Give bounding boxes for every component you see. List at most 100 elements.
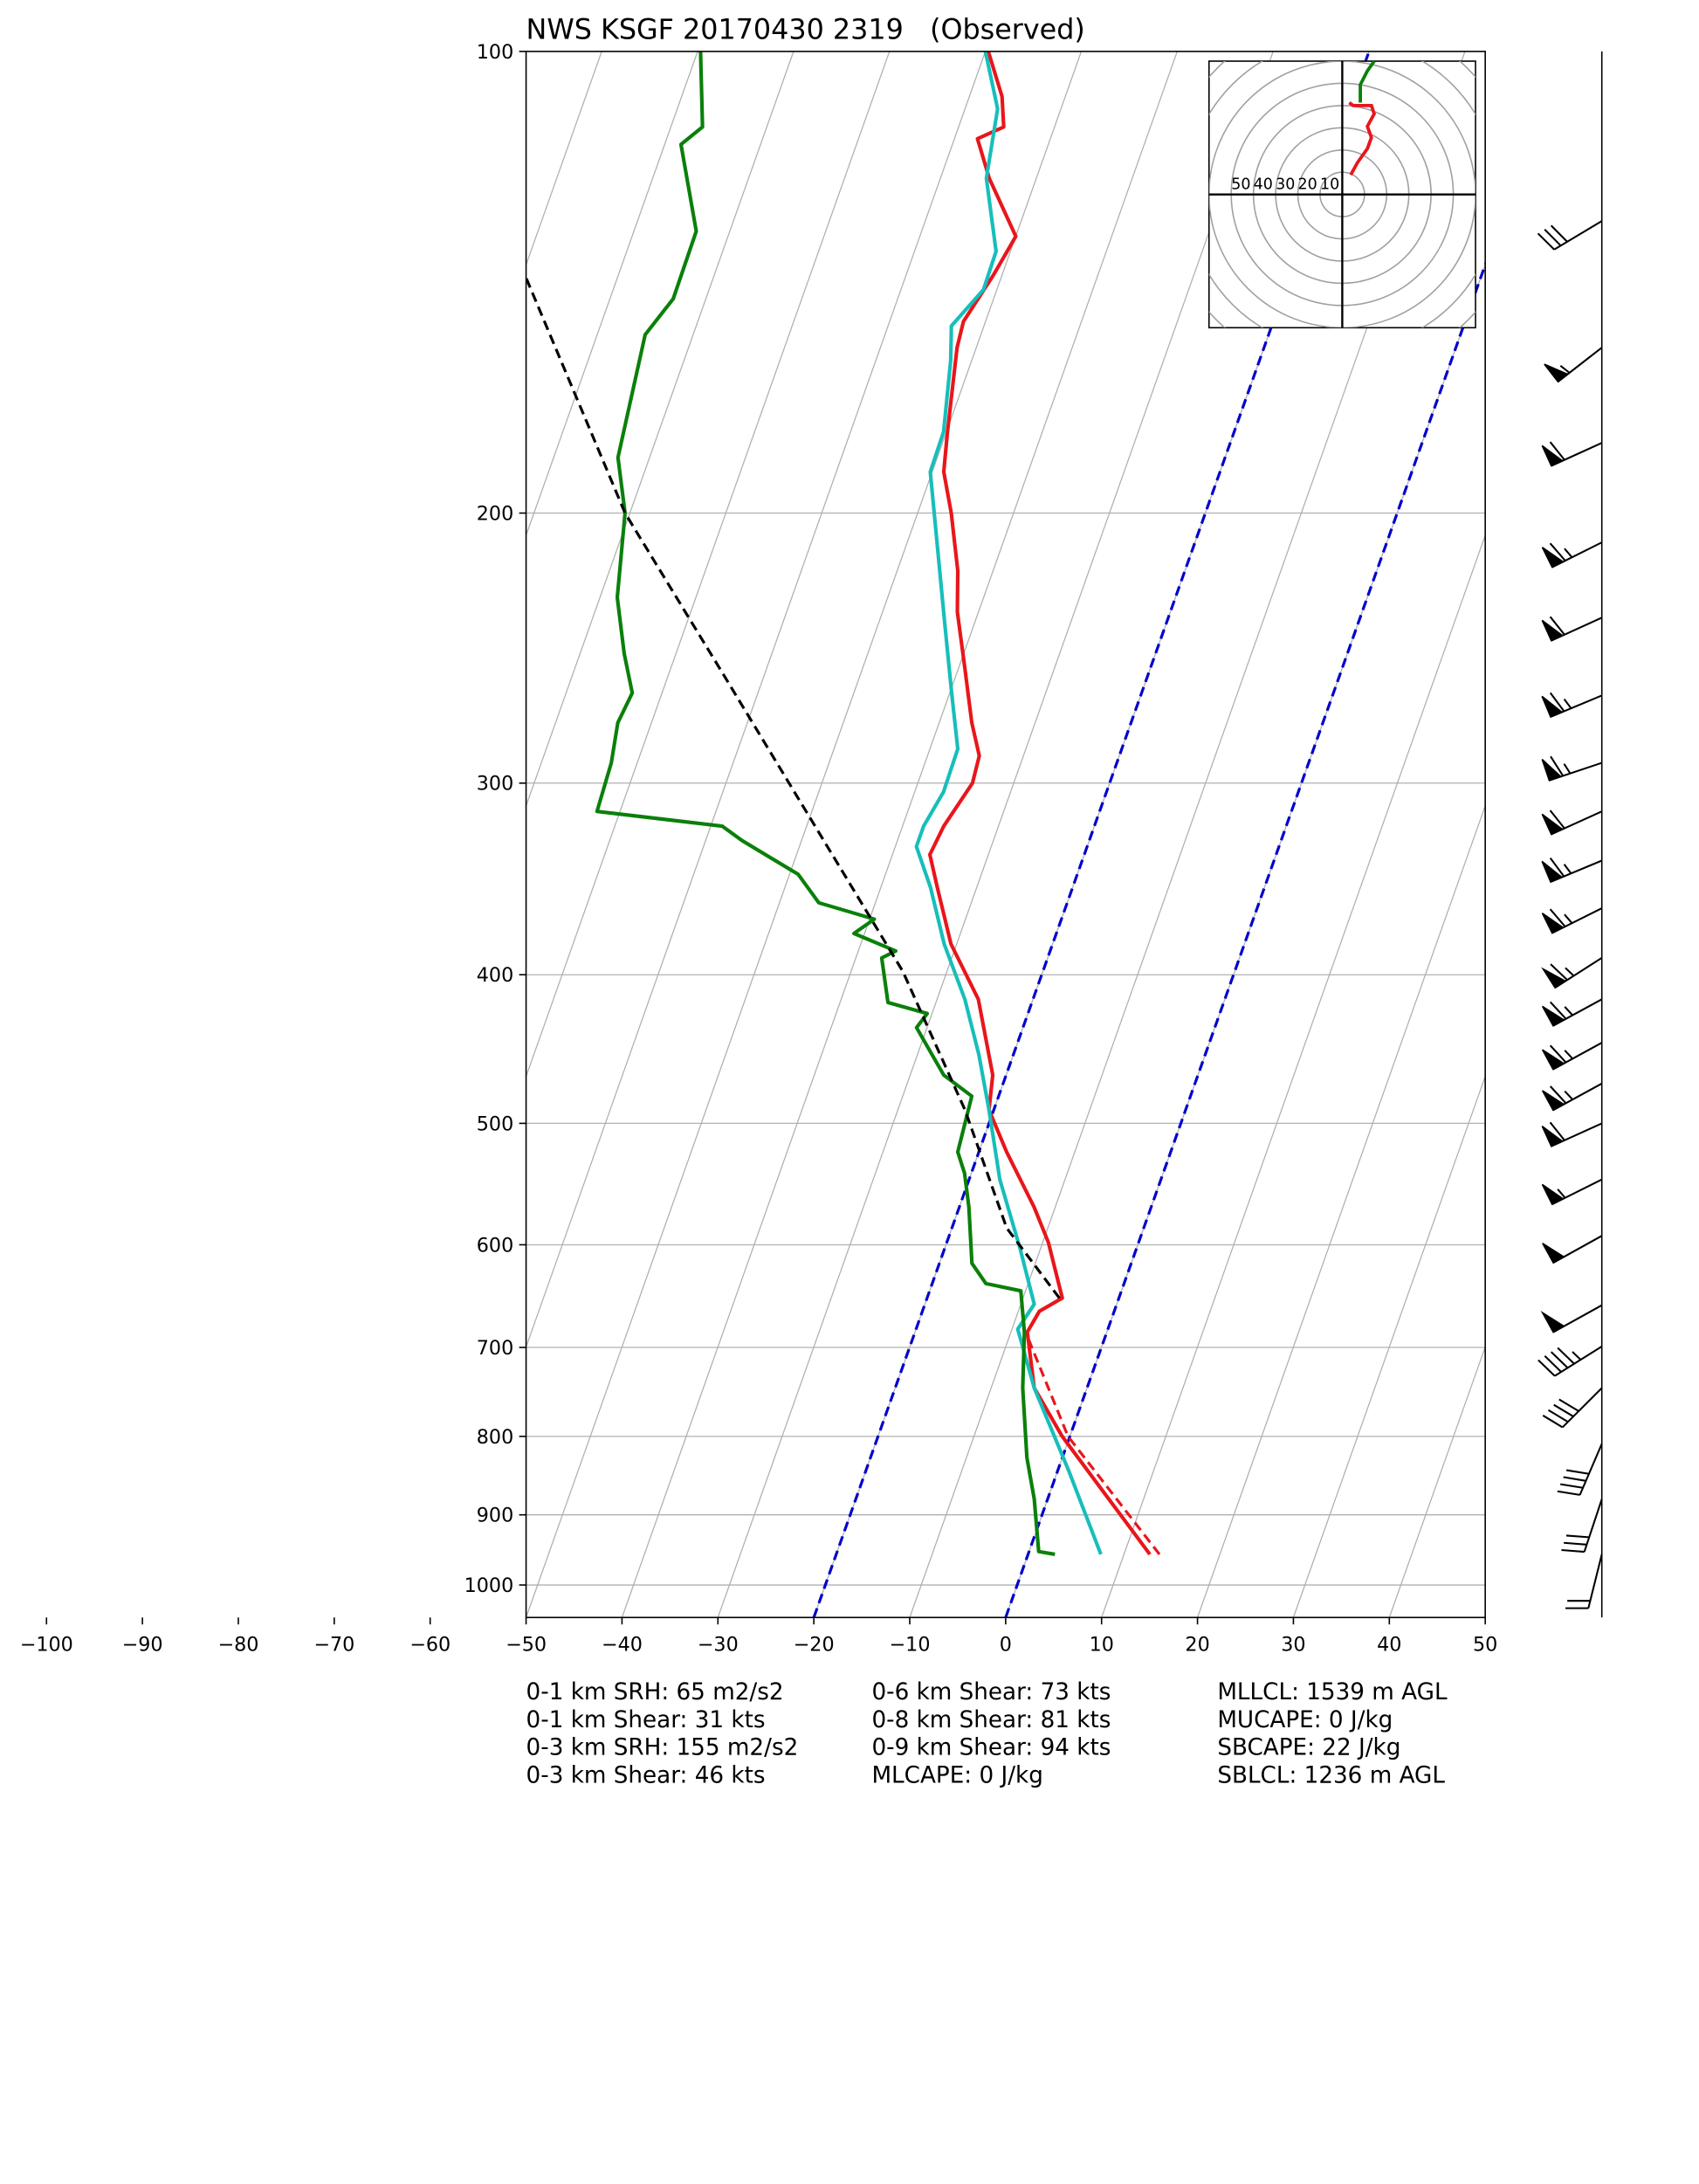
stat-text: 0-3 km SRH: 155 m2/s2 — [526, 1735, 799, 1761]
barb-flag — [1541, 547, 1565, 568]
barb-flag — [1541, 619, 1565, 642]
stat-text: 0-9 km Shear: 94 kts — [871, 1735, 1111, 1761]
x-tick-label: −90 — [122, 1633, 163, 1656]
wind-barb — [1542, 1387, 1603, 1429]
hodograph-labels: 50 40 30 20 10 — [1231, 176, 1339, 193]
isotherm — [1292, 1074, 1486, 1618]
y-tick-label: 900 — [477, 1505, 513, 1527]
y-tick-label: 300 — [477, 773, 513, 796]
chart-title: NWS KSGF 20170430 2319 (Observed) — [526, 14, 1085, 46]
stats: 0-1 km SRH: 65 m2/s20-1 km Shear: 31 kts… — [526, 1679, 1448, 1788]
stat-text: 0-8 km Shear: 81 kts — [871, 1707, 1111, 1733]
x-tick-label: 40 — [1377, 1633, 1401, 1656]
hodograph-ring-label: 20 — [1298, 176, 1317, 193]
stat-text: SBCAPE: 22 J/kg — [1217, 1735, 1400, 1761]
wind-barb — [1565, 1554, 1603, 1609]
x-tick-label: −40 — [602, 1633, 643, 1656]
y-tick-label: 400 — [477, 964, 513, 987]
y-tick-label: 700 — [477, 1337, 513, 1360]
y-tick-label: 500 — [477, 1113, 513, 1135]
isotherm — [526, 51, 698, 537]
wind-barbs — [1537, 220, 1603, 1609]
stat-text: MLLCL: 1539 m AGL — [1217, 1679, 1448, 1705]
barb-flag — [1541, 967, 1567, 989]
isotherm — [526, 51, 1083, 1618]
x-tick-label: −20 — [794, 1633, 835, 1656]
wind-barb — [1541, 857, 1603, 883]
barb-flag — [1541, 1049, 1565, 1071]
profile-line — [526, 274, 1061, 1299]
y-tick-label: 600 — [477, 1234, 513, 1257]
isotherm — [526, 51, 987, 1349]
wind-barb — [1541, 1082, 1603, 1112]
stat-text: 0-3 km Shear: 46 kts — [526, 1762, 766, 1788]
grid — [526, 51, 1486, 1618]
wind-barb — [1537, 220, 1603, 251]
barb-flag — [1544, 363, 1570, 383]
barb-staff — [1537, 1346, 1603, 1377]
isotherm — [717, 51, 1274, 1618]
x-tick-label: −80 — [217, 1633, 258, 1656]
y-tick-label: 200 — [477, 502, 513, 525]
x-tick-label: −50 — [506, 1633, 547, 1656]
stat-text: 0-6 km Shear: 73 kts — [871, 1679, 1111, 1705]
x-tick-label: 10 — [1090, 1633, 1114, 1656]
isotherm — [526, 51, 602, 267]
x-tick-label: 0 — [1000, 1633, 1012, 1656]
y-tick-label: 100 — [477, 41, 513, 64]
barb-flag — [1541, 695, 1564, 718]
x-tick-label: −70 — [313, 1633, 354, 1656]
hodograph-line — [1348, 100, 1377, 176]
hodograph-ring-label: 10 — [1320, 176, 1339, 193]
barb-flag — [1541, 1125, 1565, 1147]
barb-staff — [1557, 1443, 1603, 1496]
barb-staff — [1542, 1387, 1603, 1429]
wind-barb — [1541, 441, 1603, 467]
profiles — [526, 51, 1161, 1556]
hodograph — [1208, 61, 1476, 328]
wind-barb — [1541, 692, 1603, 718]
profile-line — [914, 51, 1103, 1555]
profile-line — [927, 51, 1152, 1556]
profile-line — [595, 51, 1056, 1556]
y-tick-label: 800 — [477, 1426, 513, 1449]
barb-flag — [1541, 860, 1564, 883]
x-tick-label: −60 — [409, 1633, 451, 1656]
wind-barb — [1537, 1346, 1603, 1377]
hodograph-ring-label: 50 — [1231, 176, 1250, 193]
isotherm — [1196, 803, 1486, 1618]
stat-text: 0-1 km SRH: 65 m2/s2 — [526, 1679, 784, 1705]
barb-flag — [1541, 913, 1565, 934]
x-tick-label: 20 — [1185, 1633, 1209, 1656]
x-tick-label: 50 — [1473, 1633, 1497, 1656]
wind-barb — [1541, 907, 1603, 934]
isotherm — [621, 51, 1178, 1618]
barb-flag — [1541, 1005, 1565, 1027]
isotherm — [526, 51, 891, 1078]
wind-barb — [1541, 998, 1603, 1027]
barb-staff — [1561, 1498, 1603, 1554]
x-tick-label: 30 — [1281, 1633, 1305, 1656]
hodograph-line — [1359, 61, 1376, 103]
wind-barb — [1561, 1498, 1603, 1554]
wind-barb — [1542, 1235, 1603, 1264]
barb-flag — [1541, 1183, 1565, 1206]
barb-flag — [1540, 1310, 1565, 1333]
x-tick-label: −100 — [20, 1633, 73, 1656]
hodograph-ring-label: 40 — [1254, 176, 1273, 193]
wind-barb — [1541, 1121, 1603, 1147]
x-tick-label: −30 — [698, 1633, 739, 1656]
wind-barb — [1541, 541, 1603, 568]
wind-barb — [1544, 347, 1603, 383]
profile-line — [1026, 1337, 1161, 1555]
plot-frame — [525, 51, 1486, 1619]
stat-text: 0-1 km Shear: 31 kts — [526, 1707, 766, 1733]
wind-barb — [1541, 810, 1603, 836]
wind-barb — [1540, 1304, 1603, 1333]
stat-text: SBLCL: 1236 m AGL — [1217, 1762, 1445, 1788]
hodograph-ring-label: 30 — [1276, 176, 1295, 193]
isotherm — [1101, 534, 1486, 1618]
wind-barb — [1541, 1178, 1603, 1206]
